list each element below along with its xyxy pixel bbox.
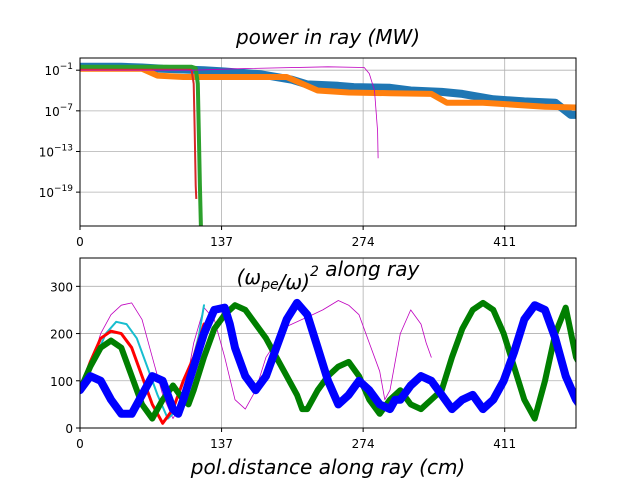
ratio-x-tick-label: 411 — [493, 437, 516, 451]
power-y-tick-label: 10−13 — [39, 143, 73, 159]
power-x-tick-label: 411 — [493, 235, 516, 249]
power-series-line — [80, 67, 198, 199]
x-axis-label: pol.distance along ray (cm) — [190, 455, 465, 479]
power-plot-area — [80, 62, 576, 226]
ratio-y-tick-label: 100 — [50, 375, 73, 389]
power-title: power in ray (MW) — [235, 25, 420, 49]
power-y-tick-label: 10−7 — [44, 103, 73, 119]
ratio-plot-area — [80, 298, 576, 425]
ratio-series-line — [80, 322, 206, 425]
ratio-title: (ωpe/ω)2 along ray — [237, 257, 421, 294]
ratio-ticks: 0 137 274 411 0 100 200 300 — [50, 280, 516, 451]
power-y-tick-label: 10−19 — [39, 184, 74, 200]
ratio-series-group — [80, 298, 576, 425]
ratio-x-tick-label: 137 — [210, 437, 233, 451]
ratio-series-line — [80, 298, 576, 418]
ratio-axes-frame — [79, 257, 577, 429]
ratio-y-tick-label: 200 — [50, 328, 73, 342]
power-panel: power in ray (MW) 0 137 274 411 10−1 10−7 10−1… — [39, 25, 577, 249]
power-x-tick-label: 0 — [76, 235, 84, 249]
power-series-line — [80, 66, 379, 159]
power-ticks: 0 137 274 411 10−1 10−7 10−13 10−19 — [39, 62, 516, 249]
ratio-y-tick-label: 300 — [50, 280, 73, 294]
power-axes-frame — [79, 57, 577, 227]
power-x-tick-label: 137 — [210, 235, 233, 249]
power-x-tick-label: 274 — [352, 235, 375, 249]
power-series-line — [80, 65, 576, 111]
power-y-tick-label: 10−1 — [44, 62, 73, 78]
power-series-line — [80, 64, 203, 226]
power-series-group — [80, 62, 576, 226]
ratio-x-tick-label: 274 — [352, 437, 375, 451]
ratio-grid — [79, 258, 576, 429]
ratio-x-tick-label: 0 — [76, 437, 84, 451]
ratio-y-tick-label: 0 — [65, 422, 73, 436]
